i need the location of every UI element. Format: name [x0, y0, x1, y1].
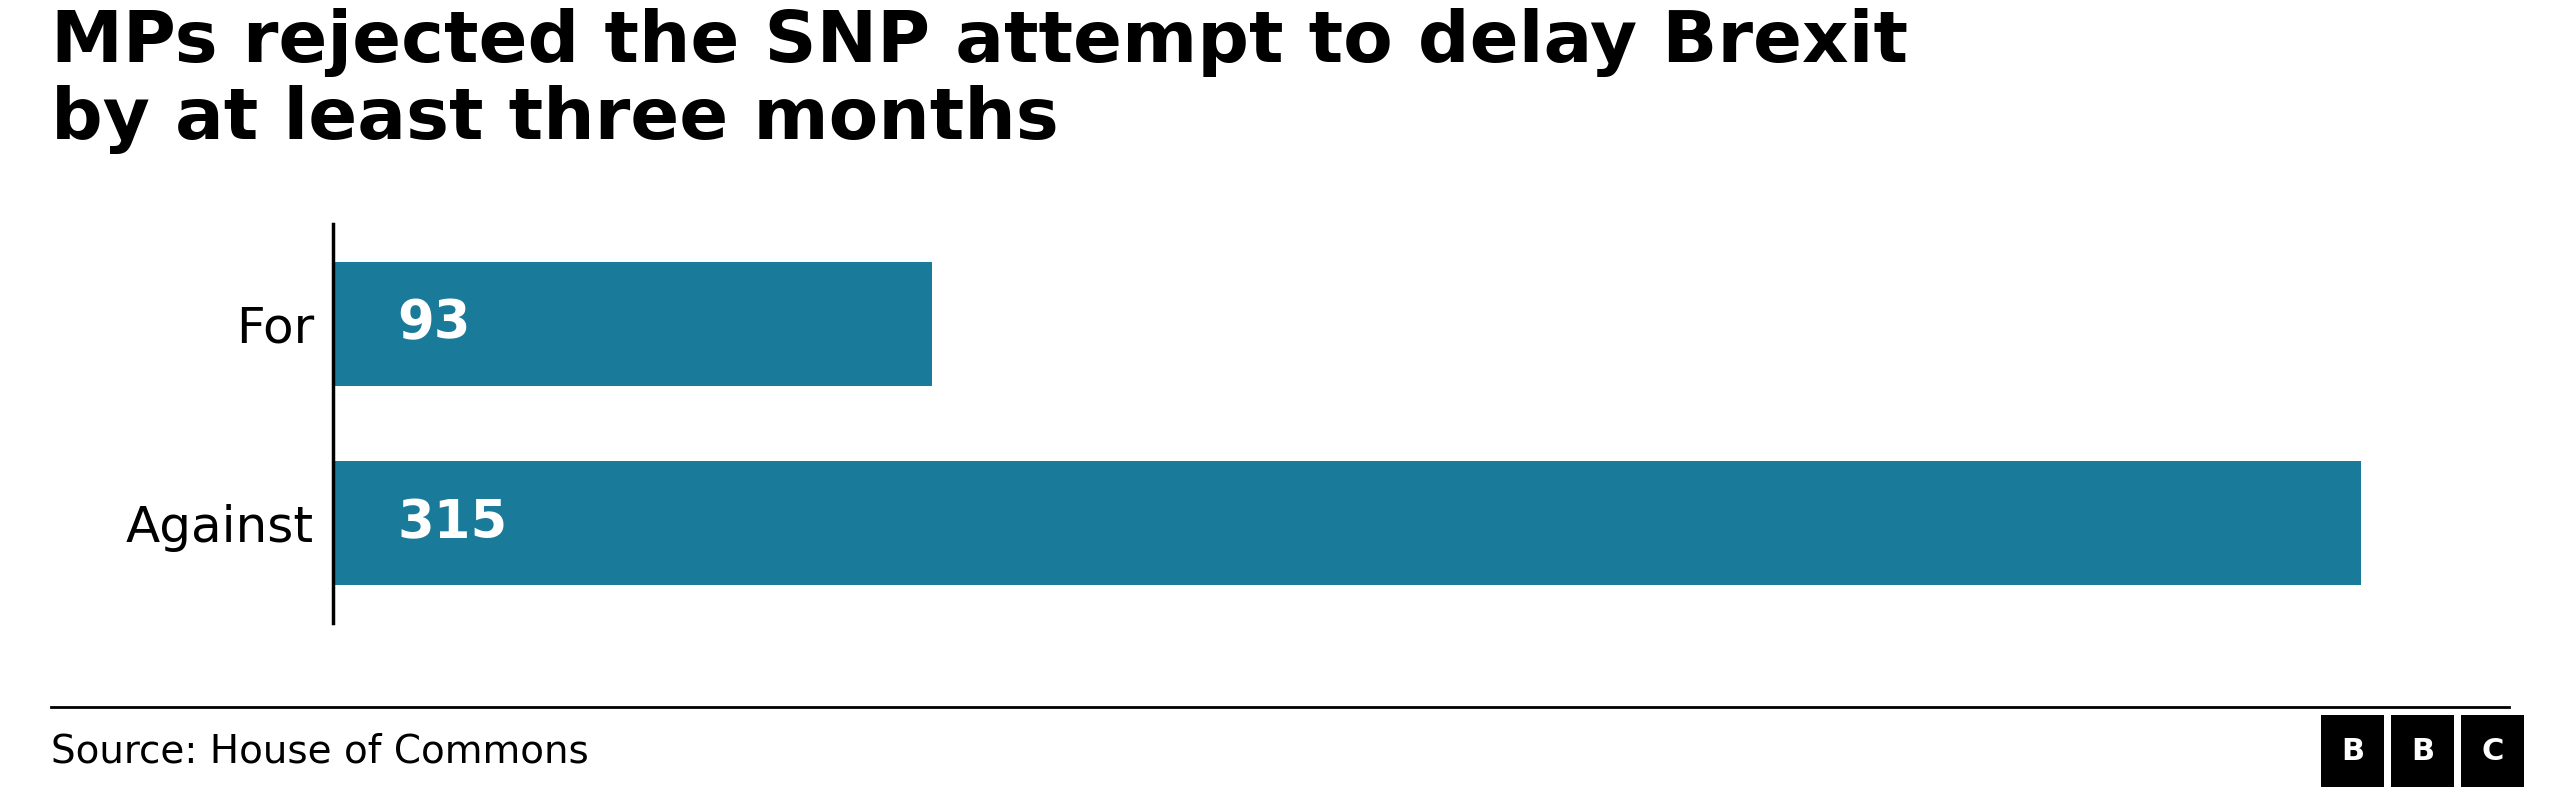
Bar: [333, 462, 2360, 585]
Text: 93: 93: [397, 297, 471, 350]
FancyBboxPatch shape: [2322, 715, 2383, 787]
Bar: [333, 262, 932, 386]
FancyBboxPatch shape: [2391, 715, 2455, 787]
Text: C: C: [2481, 737, 2504, 765]
Text: Source: House of Commons: Source: House of Commons: [51, 732, 589, 770]
FancyBboxPatch shape: [2460, 715, 2524, 787]
Text: B: B: [2342, 737, 2365, 765]
Text: MPs rejected the SNP attempt to delay Brexit
by at least three months: MPs rejected the SNP attempt to delay Br…: [51, 8, 1907, 154]
Text: B: B: [2412, 737, 2435, 765]
Text: 315: 315: [397, 497, 507, 550]
